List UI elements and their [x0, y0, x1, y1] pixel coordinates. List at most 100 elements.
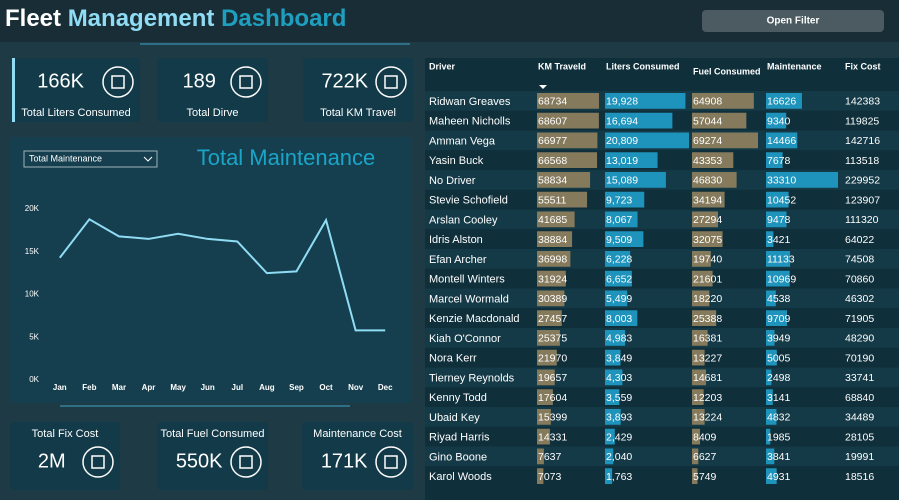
data-bar: [766, 132, 798, 149]
kpi-value: 550K: [176, 450, 223, 472]
cell-value: 68734: [538, 96, 567, 108]
cell-value: 1,763: [606, 471, 632, 483]
kpi-icon: [82, 446, 114, 478]
driver-name: Yasin Buck: [429, 155, 484, 167]
driver-name: Kenny Todd: [429, 392, 487, 404]
dropdown-label[interactable]: Total Maintenance: [29, 153, 102, 163]
line-series: [58, 217, 386, 332]
driver-name: Amman Vega: [429, 135, 496, 147]
data-bar: [766, 428, 771, 445]
kpi-icon-glyph: [239, 455, 253, 469]
driver-name: Riyad Harris: [429, 432, 490, 444]
cell-value: 19991: [845, 451, 874, 463]
y-tick-label: 0K: [29, 375, 39, 384]
cell-value: 2,429: [606, 431, 632, 443]
dropdown-chevron: [143, 156, 153, 162]
data-bar: [537, 93, 599, 109]
cell-value: 41685: [538, 214, 567, 226]
driver-name: Gino Boone: [429, 451, 487, 463]
data-bar: [766, 191, 789, 208]
data-bar: [537, 132, 598, 149]
cell-value: 30389: [538, 293, 567, 305]
cell-value: 32075: [693, 234, 722, 246]
data-bar: [537, 270, 566, 287]
cell-value: 6,228: [606, 254, 632, 266]
data-bar: [605, 211, 638, 228]
cell-value: 113518: [845, 155, 879, 167]
cell-value: 58834: [538, 175, 567, 187]
x-tick-label: May: [170, 383, 186, 392]
data-bar: [692, 290, 710, 307]
data-bar: [766, 270, 790, 287]
cell-value: 5749: [693, 471, 717, 483]
cell-value: 25388: [693, 313, 722, 325]
cell-value: 3,849: [606, 352, 632, 364]
table-row: [425, 229, 899, 249]
cell-value: 68840: [845, 392, 874, 404]
cell-value: 5,499: [606, 293, 632, 305]
measure-dropdown[interactable]: [23, 150, 158, 168]
kpi-icon: [102, 66, 134, 98]
cell-value: 64022: [845, 234, 874, 246]
cell-value: 38884: [538, 234, 567, 246]
cell-value: 7073: [538, 471, 562, 483]
data-bar: [605, 409, 621, 425]
filter-button-label[interactable]: Open Filter: [767, 16, 820, 27]
driver-name: Ubaid Key: [429, 412, 480, 424]
data-bar: [605, 132, 689, 149]
cell-value: 8409: [693, 431, 717, 443]
cell-value: 34194: [693, 194, 722, 206]
data-bar: [766, 468, 777, 484]
cell-value: 43353: [693, 155, 722, 167]
kpi-label: Total Fix Cost: [32, 428, 99, 440]
driver-name: Arslan Cooley: [429, 214, 498, 226]
driver-name: Tierney Reynolds: [429, 372, 515, 384]
cell-value: 3,893: [606, 412, 632, 424]
y-tick-label: 20K: [25, 204, 40, 213]
driver-name: Montell Winters: [429, 274, 505, 286]
cell-value: 7678: [767, 155, 791, 167]
x-tick-label: Dec: [378, 383, 393, 392]
kpi-label: Total Fuel Consumed: [161, 428, 265, 440]
kpi-icon-glyph: [111, 75, 125, 89]
cell-value: 16381: [693, 333, 722, 345]
data-bar: [692, 251, 711, 267]
data-bar: [766, 93, 802, 109]
data-bar: [692, 468, 698, 484]
cell-value: 6627: [693, 451, 717, 463]
cell-value: 142716: [845, 135, 880, 147]
data-bar: [605, 251, 631, 267]
cell-value: 142383: [845, 96, 880, 108]
data-bar: [766, 152, 783, 168]
cell-value: 69274: [693, 135, 722, 147]
cell-value: 46830: [693, 175, 722, 187]
cell-value: 6,652: [606, 273, 632, 285]
data-bar: [605, 389, 620, 405]
cell-value: 46302: [845, 293, 874, 305]
data-bar: [692, 448, 699, 465]
driver-name: Ridwan Greaves: [429, 96, 511, 108]
kpi-icon-glyph: [239, 75, 253, 89]
data-bar: [605, 310, 638, 326]
data-bar: [692, 132, 758, 149]
data-bar: [605, 191, 645, 208]
title-word: Fleet: [5, 5, 61, 32]
data-bar: [537, 191, 588, 208]
table-row: [425, 446, 899, 467]
cell-value: 21601: [693, 273, 722, 285]
kpi-card: [12, 58, 140, 122]
filter-button[interactable]: [702, 10, 884, 32]
data-bar: [605, 330, 626, 346]
data-bar: [537, 152, 598, 168]
data-bar: [766, 112, 787, 129]
cell-value: 4832: [767, 412, 791, 424]
cell-value: 57044: [693, 115, 722, 127]
cell-value: 74508: [845, 254, 874, 266]
driver-name: Efan Archer: [429, 254, 487, 266]
data-bar: [766, 310, 787, 326]
data-bar: [692, 172, 737, 188]
column-header: Fix Cost: [845, 61, 881, 71]
column-header: Maintenance: [767, 61, 822, 71]
data-bar: [537, 389, 553, 405]
